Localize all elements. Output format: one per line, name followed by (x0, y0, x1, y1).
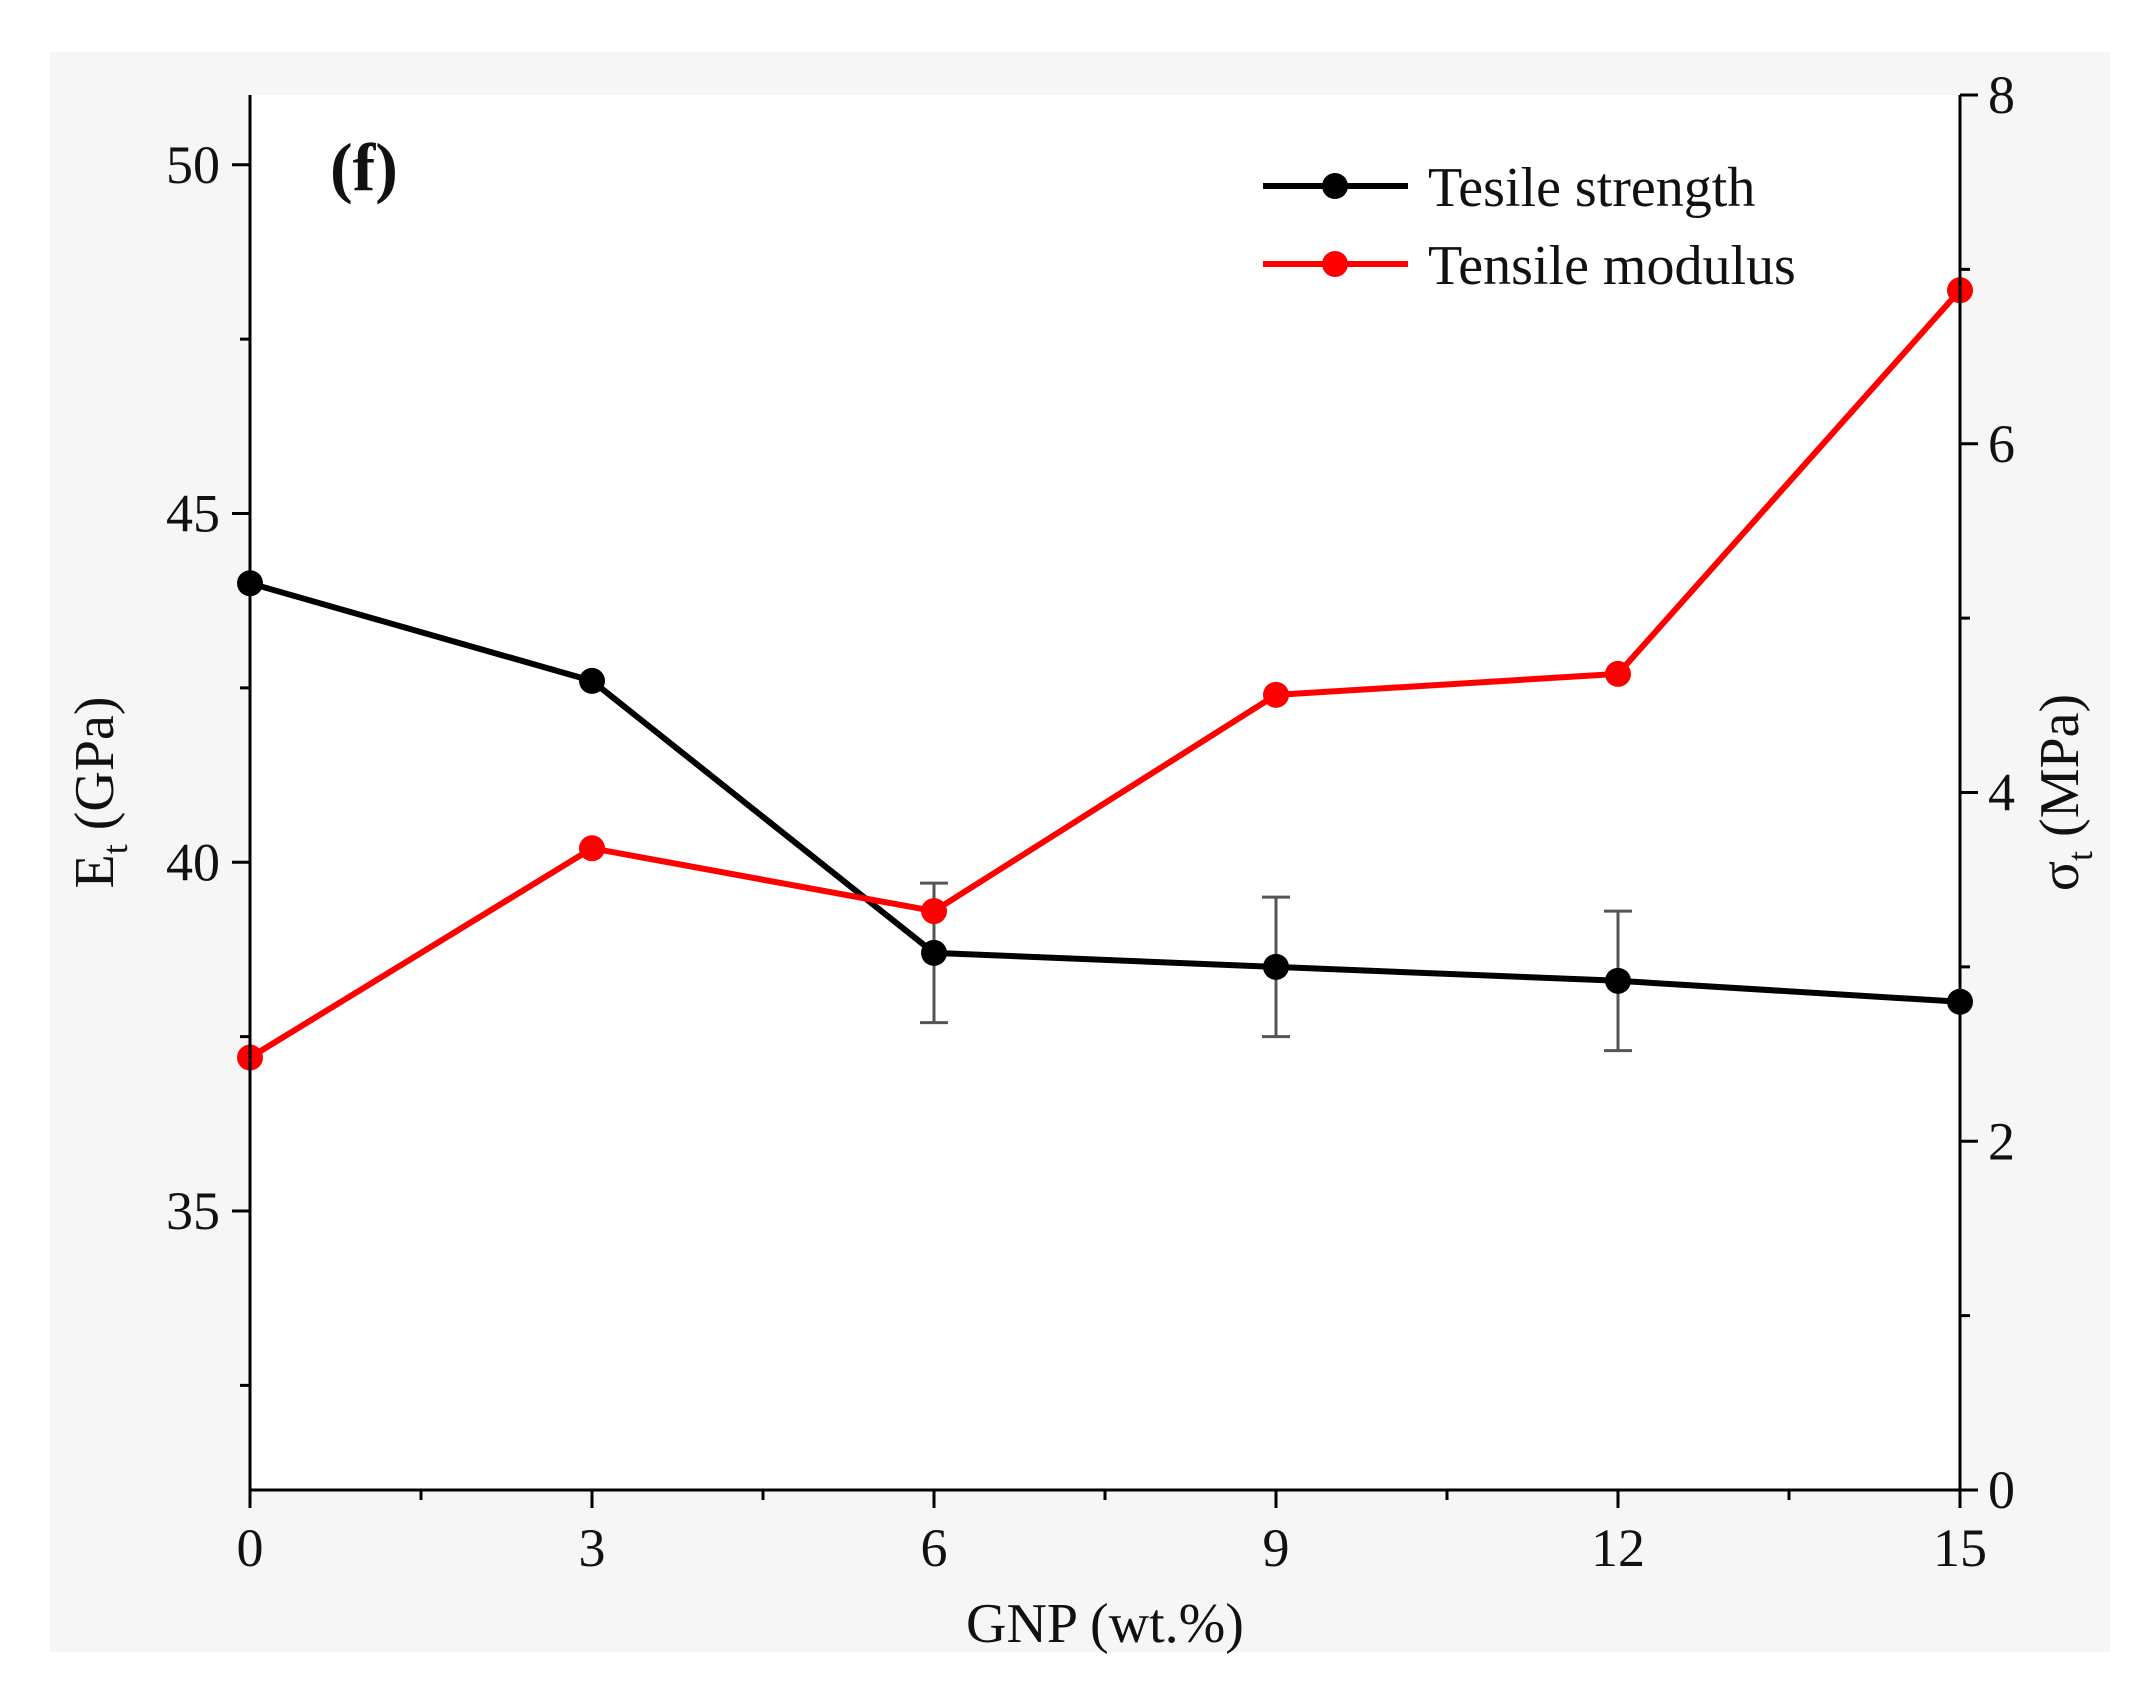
x-tick-label: 3 (579, 1518, 606, 1578)
legend-marker (1322, 173, 1348, 199)
x-tick-label: 0 (237, 1518, 264, 1578)
series-0 (237, 570, 1973, 1053)
data-point (1605, 967, 1631, 994)
right-y-tick-label: 6 (1988, 414, 2015, 474)
text-layer: 0 3 6 9 12 15 35 40 45 50 0 2 4 6 8 GNP (wt.%) Et (GPa) σ… (64, 65, 2100, 1655)
right-y-tick-label: 8 (1988, 65, 2015, 125)
data-point (1605, 660, 1631, 687)
right-y-axis-title-main: σ (2029, 861, 2091, 891)
data-point (579, 667, 605, 694)
x-tick-label: 6 (921, 1518, 948, 1578)
data-point (1263, 953, 1289, 980)
legend-entry-1: Tensile modulus (1263, 235, 1796, 297)
left-y-tick-label: 40 (166, 832, 220, 892)
legend-marker (1322, 251, 1348, 277)
panel-label: (f) (330, 129, 398, 205)
left-y-tick-label: 35 (166, 1181, 220, 1241)
data-point (1263, 681, 1289, 708)
x-tick-label: 12 (1591, 1518, 1645, 1578)
right-y-tick-label: 4 (1988, 763, 2015, 823)
plot-area (250, 95, 1960, 1490)
series-line (248, 288, 1963, 1061)
left-y-tick-label: 45 (166, 484, 220, 544)
series-layer (237, 277, 1973, 1071)
legend-label: Tesile strength (1428, 157, 1755, 219)
x-tick-label: 15 (1933, 1518, 1987, 1578)
legend-label: Tensile modulus (1428, 235, 1796, 297)
right-y-axis-title: σt (MPa) (2029, 694, 2100, 891)
left-y-axis-title-unit: (GPa) (64, 697, 126, 845)
right-y-axis-title-unit: (MPa) (2029, 694, 2091, 851)
left-y-axis-title: Et (GPa) (64, 697, 135, 889)
legend-entry-0: Tesile strength (1263, 157, 1755, 219)
series-line (249, 580, 1961, 1005)
right-y-tick-label: 0 (1988, 1460, 2015, 1520)
axes-layer (232, 93, 1978, 1508)
data-point (579, 835, 605, 862)
left-y-axis-title-subscript: t (95, 844, 135, 854)
right-y-axis-title-subscript: t (2060, 851, 2100, 861)
left-y-axis-title-main: E (64, 854, 126, 888)
series-1 (237, 277, 1973, 1071)
x-axis-title: GNP (wt.%) (966, 1593, 1244, 1655)
data-point (921, 898, 947, 925)
x-tick-label: 9 (1263, 1518, 1290, 1578)
legend: Tesile strength Tensile modulus (1263, 157, 1796, 297)
right-y-tick-label: 2 (1988, 1111, 2015, 1171)
left-y-tick-label: 50 (166, 135, 220, 195)
data-point (921, 939, 947, 966)
